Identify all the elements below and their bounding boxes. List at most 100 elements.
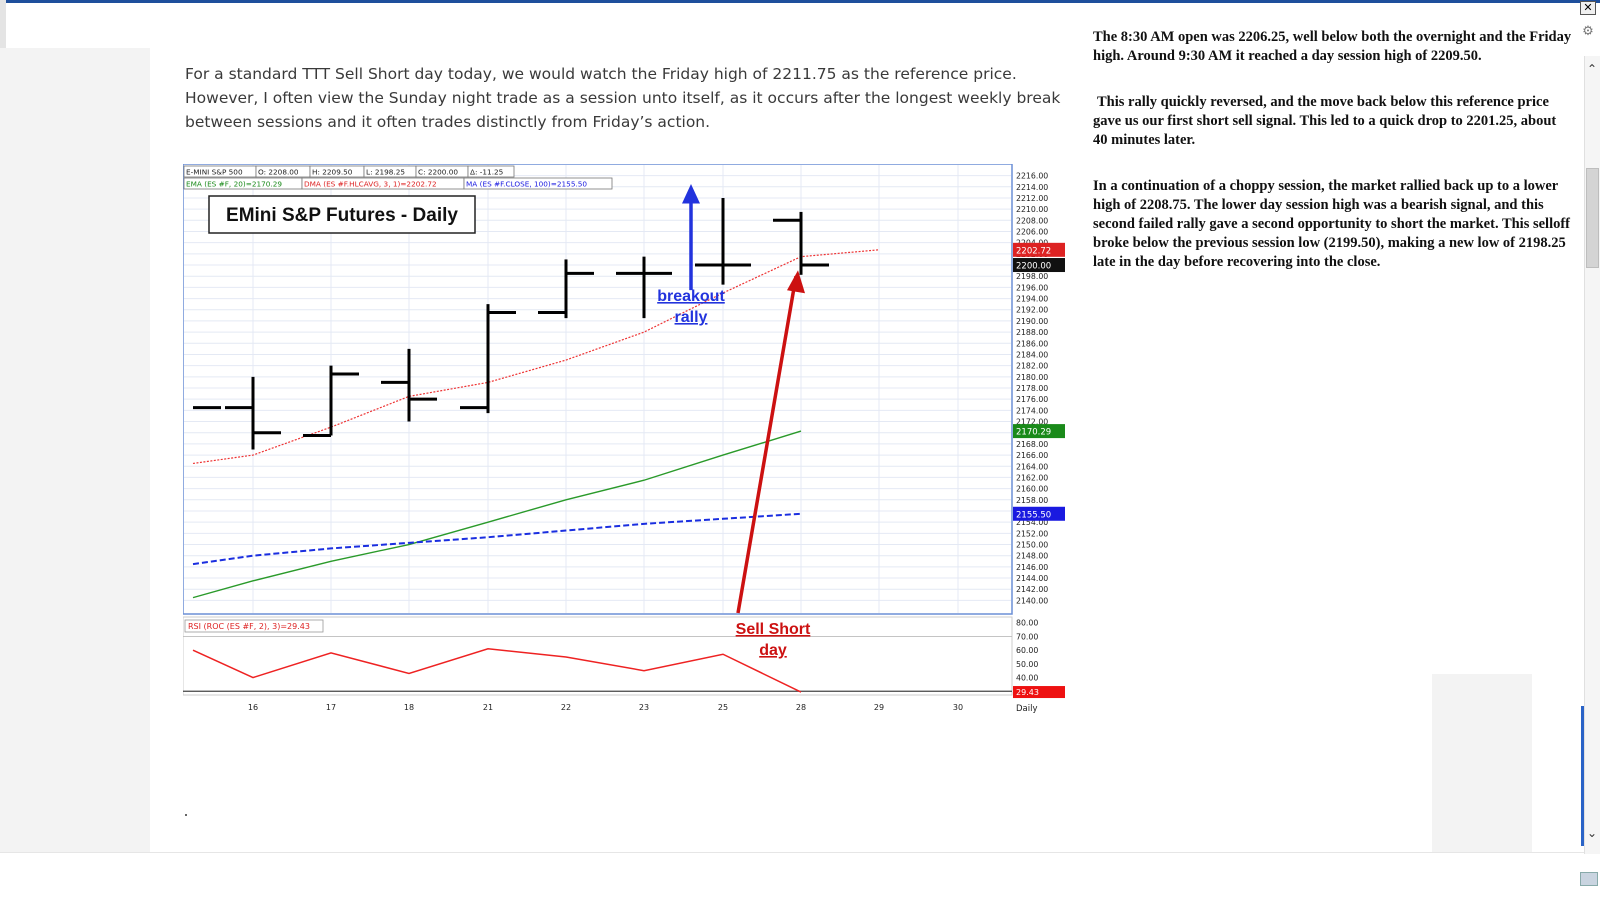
y-tick-label: 2216.00 [1016,172,1048,181]
y-tick-label: 2142.00 [1016,585,1048,594]
y-tick-label: 2210.00 [1016,205,1048,214]
rsi-label: RSI (ROC (ES #F, 2), 3)=29.43 [188,622,310,631]
side-notes: The 8:30 AM open was 2206.25, well below… [1093,28,1573,299]
ohlc-bar [225,376,281,450]
price-tag-label: 2155.50 [1016,510,1051,520]
scrollbar-thumb[interactable] [1586,168,1599,268]
ema-series-line [192,430,802,599]
y-tick-label: 2166.00 [1016,451,1048,460]
taskbar-corner-icon[interactable] [1580,872,1598,886]
y-tick-label: 2150.00 [1016,541,1048,550]
y-tick-label: 2162.00 [1016,473,1048,482]
rsi-indicator: 80.00 70.00 60.00 50.00 40.00 29.43 [183,619,1065,699]
side-note-continuation: In a continuation of a choppy session, t… [1093,178,1571,270]
chart-series-lines [192,249,880,599]
chart-header-row2: EMA (ES #F, 20)=2170.29 DMA (ES #F.HLCAVG… [183,177,613,190]
y-tick-label: 2178.00 [1016,384,1048,393]
rsi-current-tag [1013,686,1065,699]
y-tick-label: 2146.00 [1016,563,1048,572]
close-icon: ✕ [1583,1,1593,14]
close-button[interactable]: ✕ [1580,1,1596,15]
header2-text: EMA (ES #F, 20)=2170.29 [186,180,282,189]
x-tick-label: 30 [953,703,963,712]
chart-arrows [682,183,805,614]
chart-y-axis: 2216.00 2214.00 2212.00 2210.00 2208.00 2206.… [1016,172,1048,606]
header1-text: O: 2208.00 [258,168,299,177]
y-tick-label: 2172.00 [1016,418,1048,427]
chart-plot-area [183,164,1013,615]
window-top-bar [0,0,1600,3]
x-tick-label: 17 [326,703,336,712]
y-tick-label: 2212.00 [1016,194,1048,203]
x-tick-label: 23 [639,703,649,712]
ohlc-bar [381,348,437,422]
y-tick-label: 2194.00 [1016,295,1048,304]
chart-ohlc-bars [193,197,829,450]
y-tick-label: 2154.00 [1016,518,1048,527]
rsi-tick-label: 70.00 [1016,632,1038,641]
sell-short-label: Sell Short [736,621,811,638]
ohlc-bar [460,304,516,414]
ohlc-bar [538,259,594,319]
window-left-edge [0,0,6,48]
price-tag [1013,506,1065,521]
price-tag [1013,258,1065,273]
x-tick-label: 16 [248,703,258,712]
chart-x-axis: 16 17 18 21 22 23 25 28 29 30 Daily [248,703,1038,714]
chart-title-box [208,195,476,234]
side-note-open: The 8:30 AM open was 2206.25, well below… [1093,29,1572,64]
chart-grid [184,165,1011,613]
sell-short-arrow-head [787,270,805,294]
header1-cell [467,165,515,178]
y-tick-label: 2192.00 [1016,306,1048,315]
y-tick-label: 2214.00 [1016,183,1048,192]
x-axis-label: Daily [1016,704,1038,714]
right-gutter-white [1532,700,1584,852]
y-tick-label: 2208.00 [1016,216,1048,225]
x-tick-label: 22 [561,703,571,712]
scroll-up-icon[interactable]: ⌃ [1586,62,1598,76]
breakout-rally-annotation: breakout rally [657,288,725,326]
y-tick-label: 2184.00 [1016,350,1048,359]
chart-price-tags: 2202.72 2200.00 2170.29 2155.50 [1013,242,1065,521]
header2-cell [463,177,613,190]
y-tick-label: 2168.00 [1016,440,1048,449]
ohlc-bar [616,256,672,319]
y-tick-label: 2160.00 [1016,485,1048,494]
ohlc-bar [303,365,359,438]
sell-short-arrow-shaft [736,275,798,614]
x-tick-label: 25 [718,703,728,712]
rally-label: rally [675,309,708,326]
scroll-down-icon[interactable]: ⌄ [1586,826,1598,840]
price-tag-label: 2170.29 [1016,428,1051,438]
x-tick-label: 21 [483,703,493,712]
y-tick-label: 2196.00 [1016,283,1048,292]
y-tick-label: 2148.00 [1016,552,1048,561]
header2-text: MA (ES #F.CLOSE, 100)=2155.50 [466,180,587,189]
y-tick-label: 2164.00 [1016,462,1048,471]
header1-text: Δ: -11.25 [470,168,503,177]
x-tick-label: 28 [796,703,806,712]
sell-short-annotation: Sell Short day [736,621,811,659]
header2-text: DMA (ES #F.HLCAVG, 3, 1)=2202.72 [304,180,437,189]
price-tag-label: 2200.00 [1016,262,1051,272]
right-gutter [1432,674,1532,852]
breakout-arrow-head [682,183,700,204]
ohlc-bar [695,197,751,285]
rsi-tick-label: 80.00 [1016,619,1038,628]
y-tick-label: 2188.00 [1016,328,1048,337]
rsi-label-box [184,619,324,633]
breakout-label: breakout [657,288,725,305]
header1-text: H: 2209.50 [312,168,353,177]
y-tick-label: 2140.00 [1016,596,1048,605]
y-tick-label: 2186.00 [1016,339,1048,348]
price-tag-label: 2202.72 [1016,246,1051,256]
gear-icon[interactable]: ⚙ [1582,24,1594,39]
price-tag [1013,424,1065,439]
header1-text: L: 2198.25 [366,168,405,177]
y-tick-label: 2176.00 [1016,395,1048,404]
rsi-current-tag-label: 29.43 [1016,688,1039,697]
side-note-reversal: This rally quickly reversed, and the mov… [1093,94,1557,148]
article-paragraph: For a standard TTT Sell Short day today,… [185,65,1061,131]
price-tag [1013,242,1065,257]
